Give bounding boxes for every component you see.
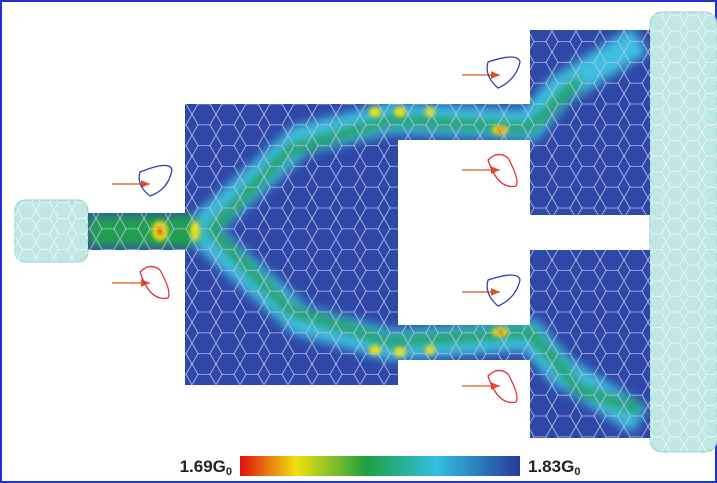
colorbar bbox=[240, 456, 520, 476]
figure: 1.69G0 1.83G0 bbox=[0, 0, 717, 483]
left-lead-lattice bbox=[15, 200, 88, 262]
right-lead-lattice bbox=[650, 12, 717, 452]
device bbox=[80, 20, 660, 450]
colorbar-max-label: 1.83G0 bbox=[528, 457, 580, 478]
colorbar-min-label: 1.69G0 bbox=[180, 457, 232, 478]
